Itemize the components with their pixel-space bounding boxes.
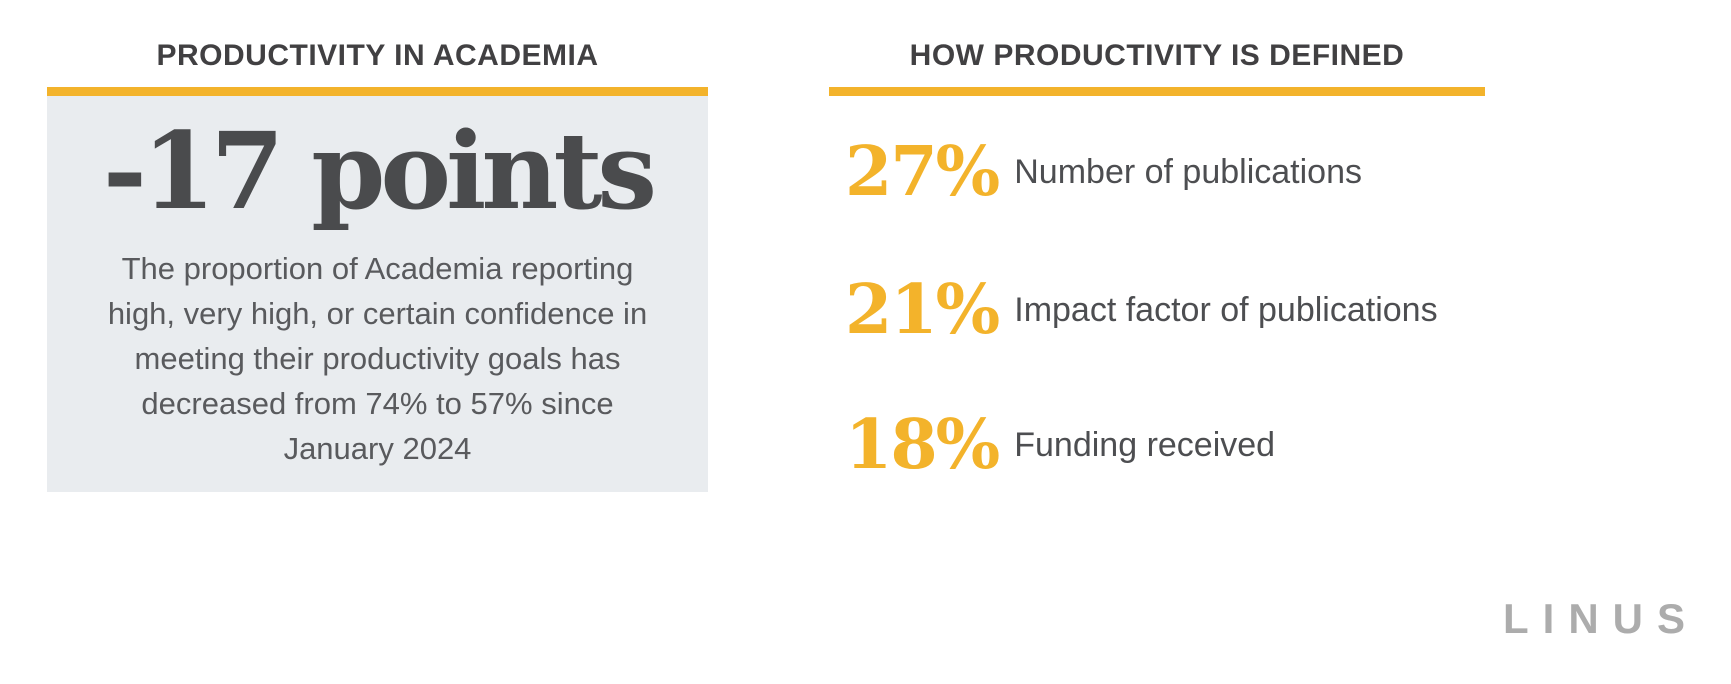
stat-label: Number of publications [1014, 152, 1362, 191]
stat-description-line: January 2024 [283, 431, 472, 467]
stat-panel: -17 points The proportion of Academia re… [47, 96, 708, 492]
right-section-title: HOW PRODUCTIVITY IS DEFINED [909, 39, 1405, 72]
headline-stat-value: -17 points [102, 108, 657, 233]
stat-description-line: decreased from 74% to 57% since [141, 386, 614, 422]
left-section-title: PRODUCTIVITY IN ACADEMIA [156, 39, 599, 72]
stat-row-publications: 27% Number of publications [845, 135, 1362, 209]
stat-row-funding: 18% Funding received [845, 408, 1275, 482]
stat-label: Impact factor of publications [1014, 290, 1438, 329]
stat-percentage: 27% [845, 132, 1000, 212]
stat-description: The proportion of Academia reporting hig… [58, 246, 698, 471]
stat-percentage: 18% [845, 405, 1000, 485]
stat-description-line: The proportion of Academia reporting [121, 251, 634, 287]
linus-logo: LINUS [1503, 595, 1699, 642]
stat-percentage: 21% [845, 270, 1000, 350]
left-accent-bar [47, 87, 708, 96]
stat-description-line: meeting their productivity goals has [134, 341, 621, 377]
right-accent-bar [829, 87, 1485, 96]
stat-row-impact-factor: 21% Impact factor of publications [845, 273, 1438, 347]
stat-label: Funding received [1014, 425, 1276, 464]
stat-description-line: high, very high, or certain confidence i… [107, 296, 648, 332]
